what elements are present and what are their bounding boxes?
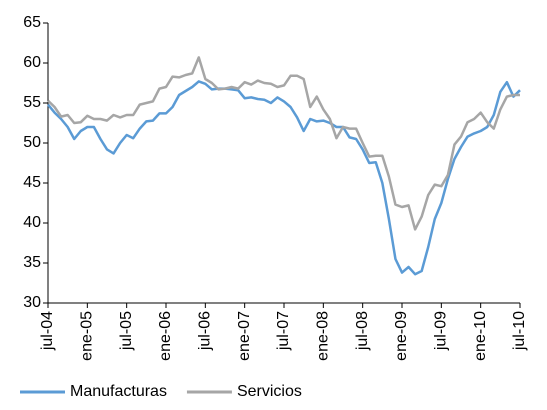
y-tick-label: 50 (23, 134, 41, 151)
series-line (47, 80, 521, 276)
x-tick-label: jul-04 (39, 311, 56, 351)
x-tick-label: jul-05 (118, 311, 135, 351)
x-tick-label: ene-05 (79, 311, 96, 361)
x-tick-label: ene-10 (472, 311, 489, 361)
x-tick-label: jul-08 (354, 311, 371, 351)
y-tick-label: 35 (23, 254, 41, 271)
y-tick-label: 60 (23, 54, 41, 71)
x-tick-label: ene-08 (315, 311, 332, 361)
x-tick-label: ene-09 (393, 311, 410, 361)
series-line (47, 56, 520, 231)
y-tick-label: 40 (23, 214, 41, 231)
y-tick-label: 45 (23, 174, 41, 191)
legend-label: Servicios (237, 383, 302, 400)
x-tick-label: jul-06 (197, 311, 214, 351)
x-tick-label: ene-07 (236, 311, 253, 361)
y-tick-label: 55 (23, 94, 41, 111)
x-tick-label: jul-09 (433, 311, 450, 351)
y-tick-label: 65 (23, 14, 41, 31)
x-tick-label: jul-10 (511, 311, 528, 351)
x-tick-label: ene-06 (157, 311, 174, 361)
x-tick-label: jul-07 (275, 311, 292, 351)
y-tick-label: 30 (23, 294, 41, 311)
legend-label: Manufacturas (70, 383, 167, 400)
